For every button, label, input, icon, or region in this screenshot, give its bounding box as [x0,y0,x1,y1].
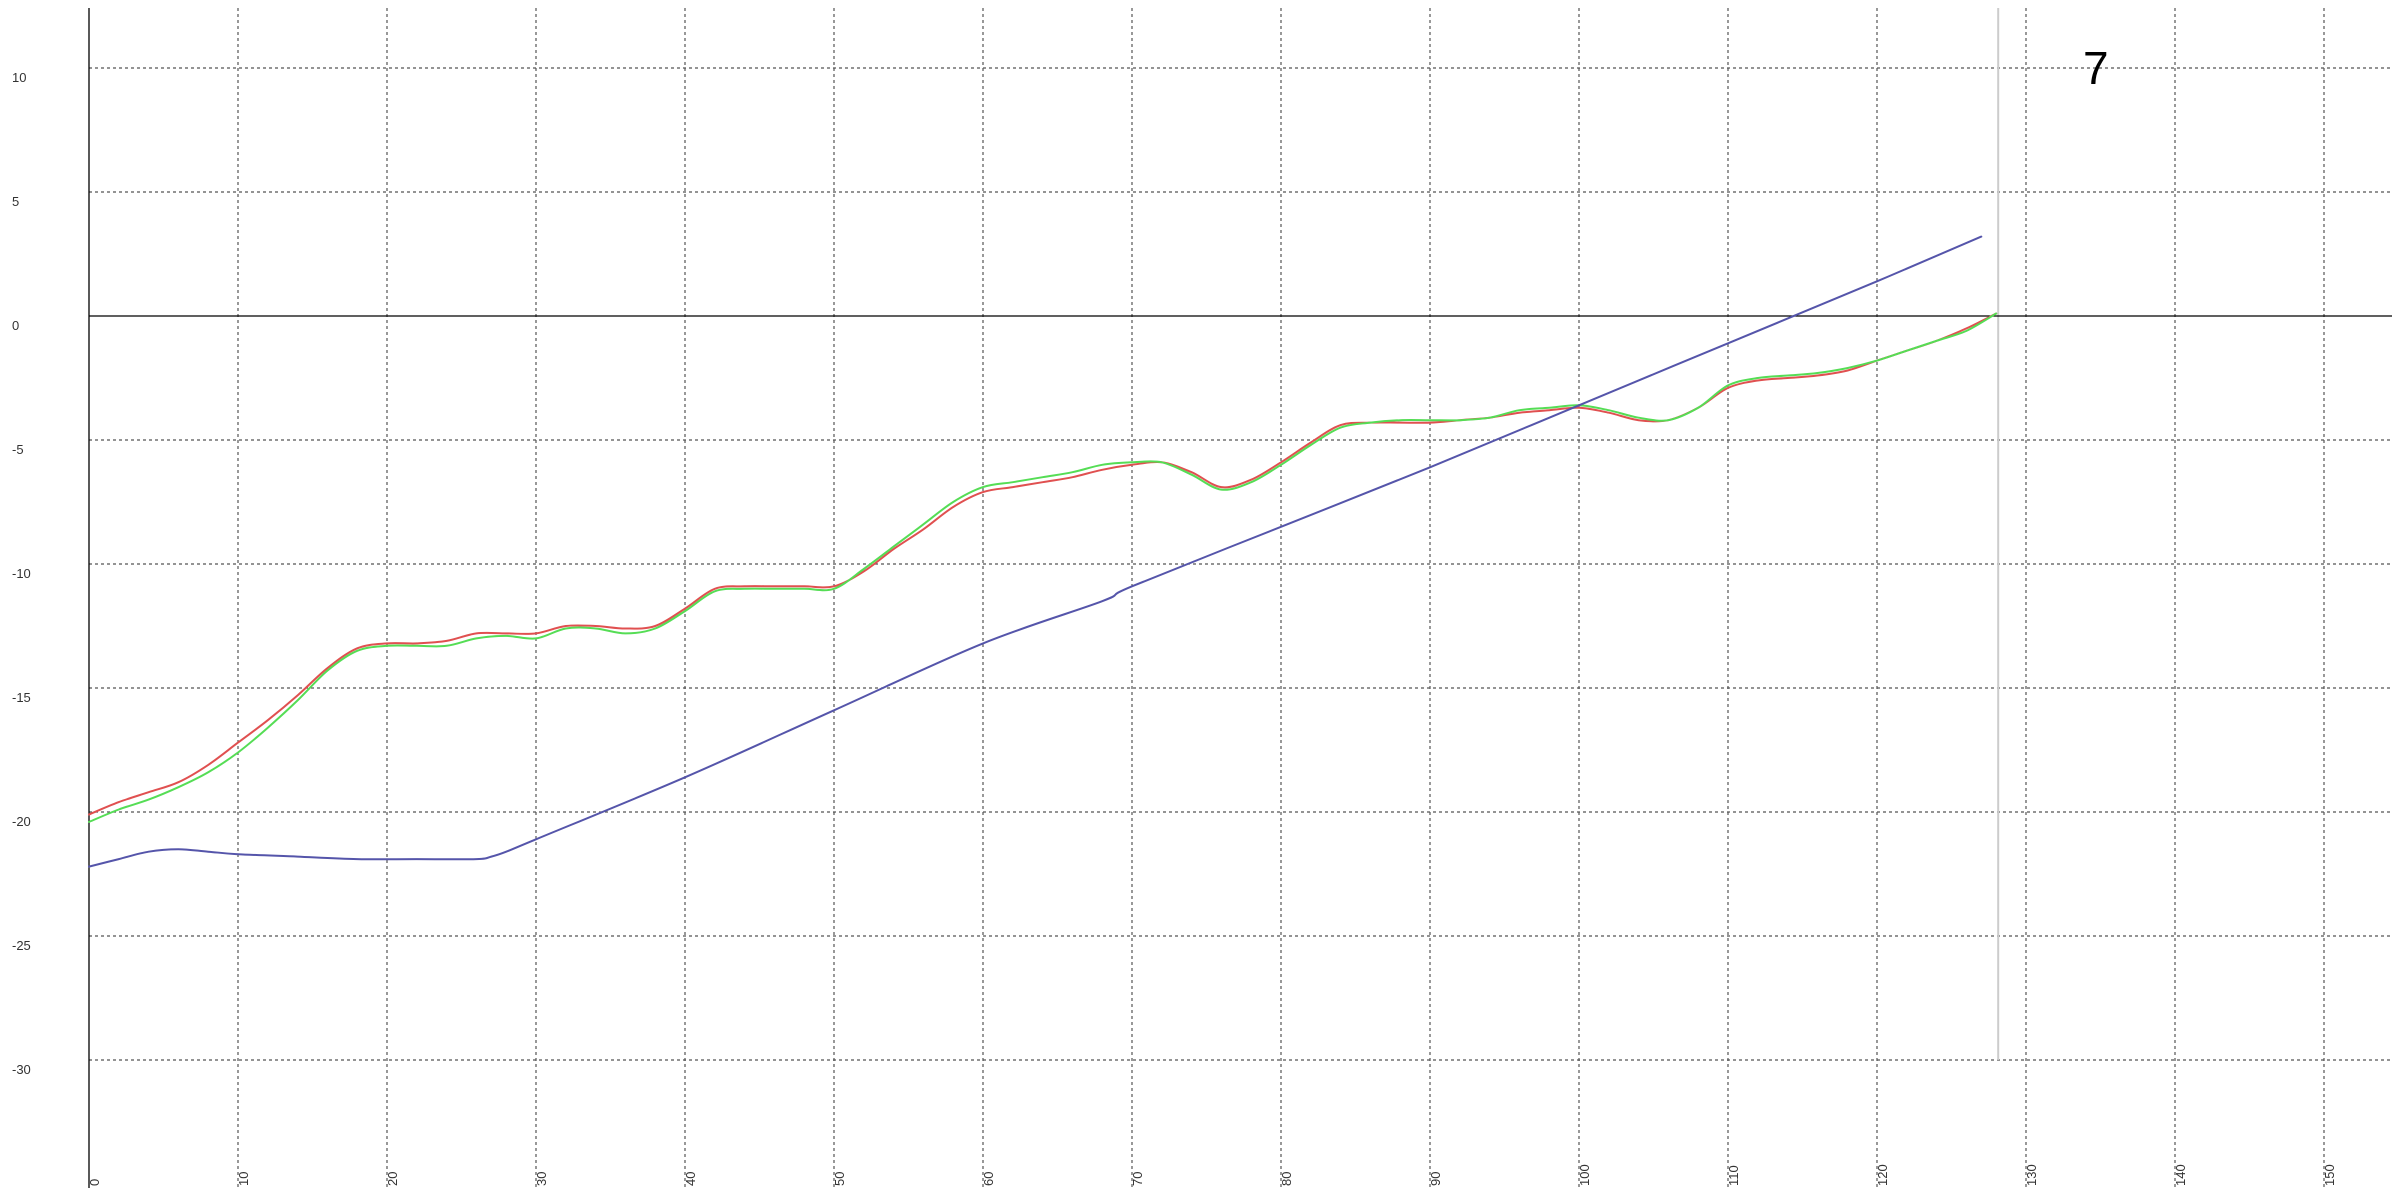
x-tick-label: 90 [1428,1172,1443,1186]
y-tick-label: -15 [12,690,31,705]
x-tick-label: 140 [2173,1164,2188,1186]
y-tick-labels: 10 5 0 -5 -10 -15 -20 -25 -30 [12,70,31,1077]
x-tick-label: 110 [1726,1165,1741,1186]
x-tick-label: 20 [385,1172,400,1186]
y-tick-label: -30 [12,1062,31,1077]
series-line-blue [88,235,1983,868]
x-tick-label: 0 [87,1179,102,1186]
x-tick-label: 120 [1875,1164,1890,1186]
x-tick-label: 40 [683,1172,698,1186]
x-tick-label: 70 [1130,1172,1145,1186]
grid-lines [89,8,2392,1188]
x-tick-label: 30 [534,1172,549,1186]
y-tick-label: -20 [12,814,31,829]
x-tick-label: 10 [236,1172,251,1186]
y-tick-label: -10 [12,566,31,581]
series-lines [88,235,1998,868]
y-tick-label: 5 [12,194,19,209]
series-line-green [88,312,1998,823]
axes [88,8,2392,1188]
x-tick-label: 100 [1577,1164,1592,1186]
y-tick-label: 10 [12,70,26,85]
x-tick-label: 130 [2024,1164,2039,1186]
y-tick-label: -5 [12,442,24,457]
x-tick-label: 60 [981,1172,996,1186]
y-tick-label: 0 [12,318,19,333]
y-tick-label: -25 [12,938,31,953]
x-tick-labels: 0 10 20 30 40 50 60 70 80 90 100 110 120 130 140 150 [87,1164,2337,1186]
x-tick-label: 80 [1279,1172,1294,1186]
x-tick-label: 150 [2322,1164,2337,1186]
chart-title: 7 [2083,42,2109,94]
x-tick-label: 50 [832,1172,847,1186]
